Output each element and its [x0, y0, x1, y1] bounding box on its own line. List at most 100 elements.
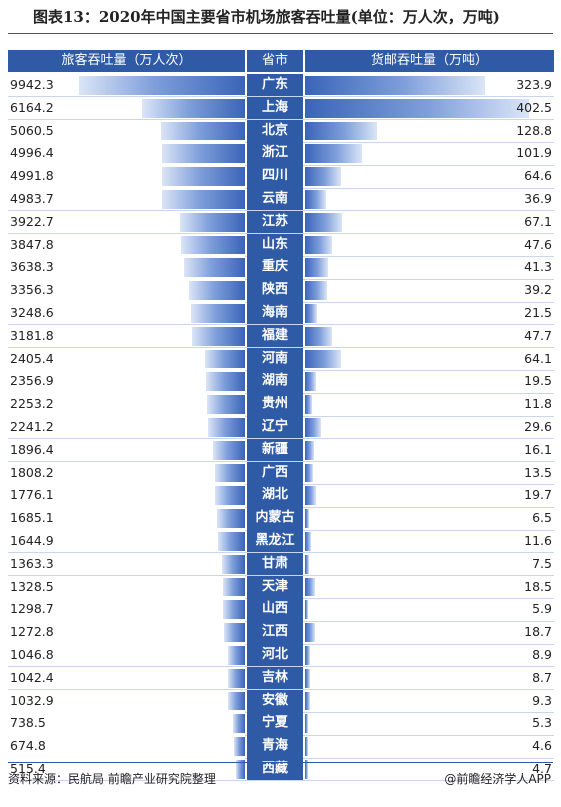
table-row: 1776.1 湖北 19.7: [0, 484, 561, 508]
cargo-value-label: 11.8: [524, 396, 552, 412]
table-row: 4996.4 浙江 101.9: [0, 142, 561, 166]
passenger-cell: 1272.8: [8, 621, 245, 644]
province-label: 天津: [247, 575, 303, 599]
passenger-value-label: 2356.9: [10, 373, 54, 389]
passenger-cell: 1685.1: [8, 507, 245, 530]
table-row: 1896.4 新疆 16.1: [0, 438, 561, 462]
passenger-value-label: 1644.9: [10, 533, 54, 548]
cargo-bar: [305, 760, 308, 779]
passenger-cell: 1298.7: [8, 598, 245, 622]
cargo-cell: 16.1: [305, 439, 554, 462]
province-label: 辽宁: [247, 416, 303, 439]
cargo-value-label: 19.7: [524, 487, 552, 503]
passenger-value-label: 1042.4: [10, 669, 54, 685]
passenger-value-label: 6164.2: [10, 99, 54, 115]
passenger-cell: 1046.8: [8, 644, 245, 667]
passenger-value-label: 1272.8: [10, 624, 54, 640]
province-label: 黑龙江: [247, 530, 303, 553]
cargo-value-label: 36.9: [524, 191, 552, 206]
cargo-bar: [305, 121, 377, 141]
table-row: 3181.8 福建 47.7: [0, 324, 561, 348]
cargo-bar: [305, 281, 327, 300]
passenger-bar: [189, 281, 245, 300]
passenger-value-label: 3638.3: [10, 259, 54, 275]
cargo-bar: [305, 326, 332, 346]
cargo-bar: [305, 235, 332, 255]
passenger-value-label: 1896.4: [10, 441, 54, 457]
province-label: 山东: [247, 233, 303, 257]
cargo-bar: [305, 258, 328, 278]
cargo-cell: 11.8: [305, 393, 554, 416]
cargo-bar: [305, 691, 311, 711]
passenger-bar: [160, 121, 245, 141]
province-label: 安徽: [247, 689, 303, 713]
passenger-value-label: 1328.5: [10, 578, 54, 594]
passenger-cell: 9942.3: [8, 74, 245, 97]
cargo-value-label: 8.7: [532, 669, 552, 685]
table-row: 5060.5 北京 128.8: [0, 119, 561, 143]
passenger-value-label: 3248.6: [10, 305, 54, 320]
cargo-value-label: 9.3: [532, 692, 552, 708]
table-row: 1046.8 河北 8.9: [0, 644, 561, 667]
passenger-value-label: 3181.8: [10, 327, 54, 343]
chart-title: 图表13：2020年中国主要省市机场旅客吞吐量(单位：万人次，万吨): [33, 8, 500, 26]
cargo-cell: 67.1: [305, 211, 554, 234]
cargo-cell: 9.3: [305, 690, 554, 713]
table-row: 2241.2 辽宁 29.6: [0, 416, 561, 439]
cargo-value-label: 18.5: [524, 578, 552, 594]
cargo-bar: [305, 190, 326, 209]
province-label: 江西: [247, 621, 303, 644]
cargo-cell: 7.5: [305, 553, 554, 576]
cargo-bar: [305, 212, 343, 232]
table-row: 2405.4 河南 64.1: [0, 347, 561, 371]
cargo-value-label: 128.8: [516, 122, 552, 138]
passenger-cell: 2253.2: [8, 393, 245, 416]
cargo-bar: [305, 304, 317, 323]
passenger-cell: 3248.6: [8, 302, 245, 325]
province-label: 福建: [247, 324, 303, 348]
province-label: 重庆: [247, 256, 303, 280]
cargo-value-label: 47.7: [524, 327, 552, 343]
table-row: 1272.8 江西 18.7: [0, 621, 561, 644]
cargo-value-label: 4.6: [532, 738, 552, 754]
province-label: 新疆: [247, 438, 303, 462]
passenger-bar: [207, 418, 245, 437]
header-cargo: 货邮吞吐量（万吨）: [305, 50, 554, 72]
cargo-value-label: 101.9: [516, 145, 552, 161]
cargo-bar: [305, 486, 316, 506]
province-label: 宁夏: [247, 712, 303, 736]
cargo-bar: [305, 98, 530, 118]
passenger-cell: 3638.3: [8, 256, 245, 280]
passenger-bar: [236, 760, 245, 779]
chart-table: 9942.3 广东 323.9 6164.2 上海 402.5 5060.5 北京 128.8 4…: [0, 74, 561, 782]
cargo-cell: 4.7: [305, 758, 554, 781]
province-label: 海南: [247, 302, 303, 325]
table-row: 4991.8 四川 64.6: [0, 165, 561, 188]
cargo-bar: [305, 167, 341, 186]
passenger-bar: [179, 212, 245, 232]
passenger-bar: [232, 714, 245, 734]
province-label: 云南: [247, 188, 303, 211]
cargo-value-label: 21.5: [524, 305, 552, 320]
passenger-value-label: 5060.5: [10, 122, 54, 138]
province-label: 山西: [247, 598, 303, 622]
cargo-cell: 402.5: [305, 97, 554, 120]
cargo-bar: [305, 509, 309, 528]
province-label: 青海: [247, 735, 303, 758]
table-row: 1644.9 黑龙江 11.6: [0, 530, 561, 553]
cargo-bar: [305, 600, 309, 620]
passenger-bar: [207, 395, 245, 414]
footer-divider: [8, 762, 553, 763]
province-label: 江苏: [247, 210, 303, 234]
passenger-cell: 3847.8: [8, 233, 245, 257]
passenger-bar: [213, 440, 245, 460]
passenger-value-label: 3356.3: [10, 282, 54, 298]
cargo-cell: 128.8: [305, 120, 554, 143]
province-label: 四川: [247, 165, 303, 188]
cargo-cell: 8.9: [305, 644, 554, 667]
passenger-cell: 2405.4: [8, 347, 245, 371]
cargo-cell: 323.9: [305, 74, 554, 97]
cargo-value-label: 19.5: [524, 373, 552, 389]
passenger-cell: 2356.9: [8, 370, 245, 394]
passenger-value-label: 1685.1: [10, 510, 54, 526]
